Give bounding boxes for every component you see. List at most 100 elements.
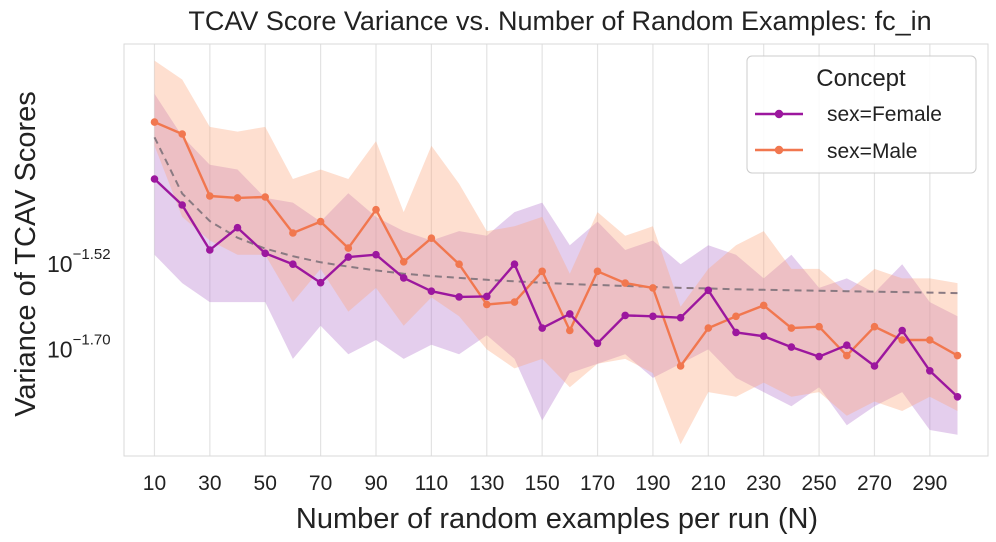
x-axis-ticks: 10 30 50 70 90 110 130 150 170 190 210 230 250 270 290	[143, 472, 948, 495]
data-point-male	[399, 258, 408, 266]
data-point-male	[898, 336, 906, 344]
data-point-female	[206, 246, 214, 254]
data-point-male	[926, 336, 934, 344]
data-point-female	[538, 324, 546, 332]
data-point-female	[455, 293, 463, 301]
data-point-female	[815, 352, 823, 361]
data-point-male	[815, 322, 823, 331]
series-line-male	[154, 120, 959, 368]
data-point-female	[649, 312, 657, 321]
data-point-female	[926, 367, 934, 375]
data-point-female	[316, 278, 325, 287]
data-point-male	[759, 301, 768, 310]
legend-marker-female	[774, 109, 784, 119]
data-point-female	[843, 341, 851, 350]
data-point-female	[289, 260, 297, 269]
x-tick-label: 90	[364, 472, 387, 495]
data-point-male	[233, 194, 242, 202]
data-point-female	[150, 175, 159, 183]
x-tick-label: 150	[525, 472, 560, 495]
y-tick-label: 10−1.52	[47, 246, 111, 277]
x-axis-label: Number of random examples per run (N)	[296, 503, 818, 535]
data-point-male	[372, 205, 380, 214]
data-point-female	[261, 249, 270, 258]
y-axis-ticks: 10−1.52 10−1.70	[47, 246, 111, 362]
trend-layer	[153, 136, 958, 295]
x-tick-label: 10	[143, 472, 166, 495]
legend-marker-male	[774, 145, 784, 155]
data-point-female	[372, 250, 380, 259]
confidence-band-male	[154, 60, 958, 445]
x-tick-label: 230	[746, 472, 781, 495]
data-point-male	[566, 326, 574, 335]
x-tick-label: 130	[469, 472, 504, 495]
x-tick-label: 110	[415, 472, 448, 495]
trend-line	[153, 136, 958, 295]
x-tick-label: 70	[309, 472, 332, 495]
x-tick-label: 30	[198, 472, 221, 495]
data-point-male	[150, 118, 159, 126]
x-tick-label: 250	[802, 472, 837, 495]
series-lines	[150, 118, 962, 401]
data-point-male	[510, 298, 519, 306]
data-point-female	[676, 313, 685, 322]
confidence-band-female	[154, 93, 958, 435]
x-tick-label: 170	[580, 472, 615, 495]
data-point-female	[566, 310, 574, 318]
data-point-female	[621, 311, 629, 320]
data-point-female	[593, 339, 602, 348]
legend-title: Concept	[816, 65, 906, 92]
series-line-female	[153, 178, 959, 398]
y-axis-label: Variance of TCAV Scores	[10, 91, 42, 417]
data-point-female	[732, 328, 740, 337]
data-point-female	[953, 393, 962, 401]
data-point-female	[483, 292, 491, 301]
data-point-male	[732, 312, 740, 321]
data-point-female	[344, 253, 353, 261]
data-point-male	[455, 260, 463, 269]
data-point-female	[399, 274, 408, 282]
data-point-male	[870, 322, 879, 331]
data-point-female	[787, 343, 796, 351]
data-point-male	[676, 362, 685, 370]
legend-box	[746, 55, 977, 174]
data-point-female	[870, 362, 879, 370]
x-tick-label: 270	[857, 472, 892, 495]
chart-title: TCAV Score Variance vs. Number of Random…	[188, 6, 931, 36]
data-point-male	[953, 351, 962, 360]
data-point-female	[704, 286, 713, 295]
legend: Concept sex=Female sex=Male	[746, 55, 977, 174]
data-point-female	[233, 223, 242, 232]
data-point-female	[427, 287, 436, 296]
x-tick-label: 50	[254, 472, 277, 495]
data-point-male	[538, 267, 546, 276]
data-point-male	[843, 351, 851, 360]
x-tick-label: 190	[635, 472, 670, 495]
x-tick-label: 290	[912, 472, 947, 495]
legend-label-male: sex=Male	[827, 140, 917, 163]
data-point-male	[261, 193, 270, 201]
data-point-male	[787, 324, 796, 332]
data-point-male	[427, 234, 436, 242]
data-point-male	[178, 130, 186, 138]
data-point-male	[621, 279, 629, 287]
data-point-male	[316, 217, 325, 226]
data-point-male	[206, 192, 214, 200]
data-point-female	[510, 260, 519, 269]
data-point-male	[344, 244, 353, 252]
x-tick-label: 210	[691, 472, 726, 495]
data-point-male	[289, 229, 297, 237]
data-point-female	[178, 201, 186, 209]
plot-area	[123, 43, 989, 457]
data-point-male	[593, 267, 602, 276]
data-point-male	[704, 324, 713, 332]
data-point-female	[898, 326, 906, 335]
legend-label-female: sex=Female	[827, 103, 942, 126]
y-tick-label: 10−1.70	[47, 331, 111, 362]
data-point-female	[759, 332, 768, 341]
data-point-male	[649, 284, 657, 292]
confidence-bands	[154, 60, 958, 445]
data-point-male	[483, 300, 491, 309]
